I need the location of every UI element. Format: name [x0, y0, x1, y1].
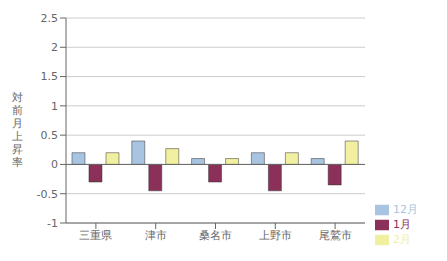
html-text:率: 率: [11, 156, 23, 169]
svg-text:三重県: 三重県: [79, 229, 112, 242]
html-text:月: 月: [11, 117, 23, 130]
svg-text:-1: -1: [47, 217, 58, 230]
svg-text:-0.5: -0.5: [37, 188, 58, 201]
html-text:2月: 2月: [393, 233, 411, 246]
svg-text:1: 1: [51, 100, 58, 113]
svg-text:上野市: 上野市: [259, 229, 292, 242]
svg-text:津市: 津市: [145, 229, 167, 242]
html-text:前: 前: [11, 104, 23, 117]
html-text:対: 対: [11, 91, 23, 104]
svg-text:2: 2: [51, 41, 58, 54]
svg-text:尾鷲市: 尾鷲市: [319, 229, 352, 242]
svg-text:0.5: 0.5: [41, 129, 59, 142]
svg-text:0: 0: [51, 158, 58, 171]
html-text:12月: 12月: [393, 203, 418, 216]
html-text:昇: 昇: [11, 143, 23, 156]
svg-text:2.5: 2.5: [41, 12, 59, 25]
svg-text:1.5: 1.5: [41, 70, 59, 83]
html-text:1月: 1月: [393, 218, 411, 231]
svg-text:桑名市: 桑名市: [199, 229, 232, 242]
html-text:上: 上: [11, 130, 23, 143]
